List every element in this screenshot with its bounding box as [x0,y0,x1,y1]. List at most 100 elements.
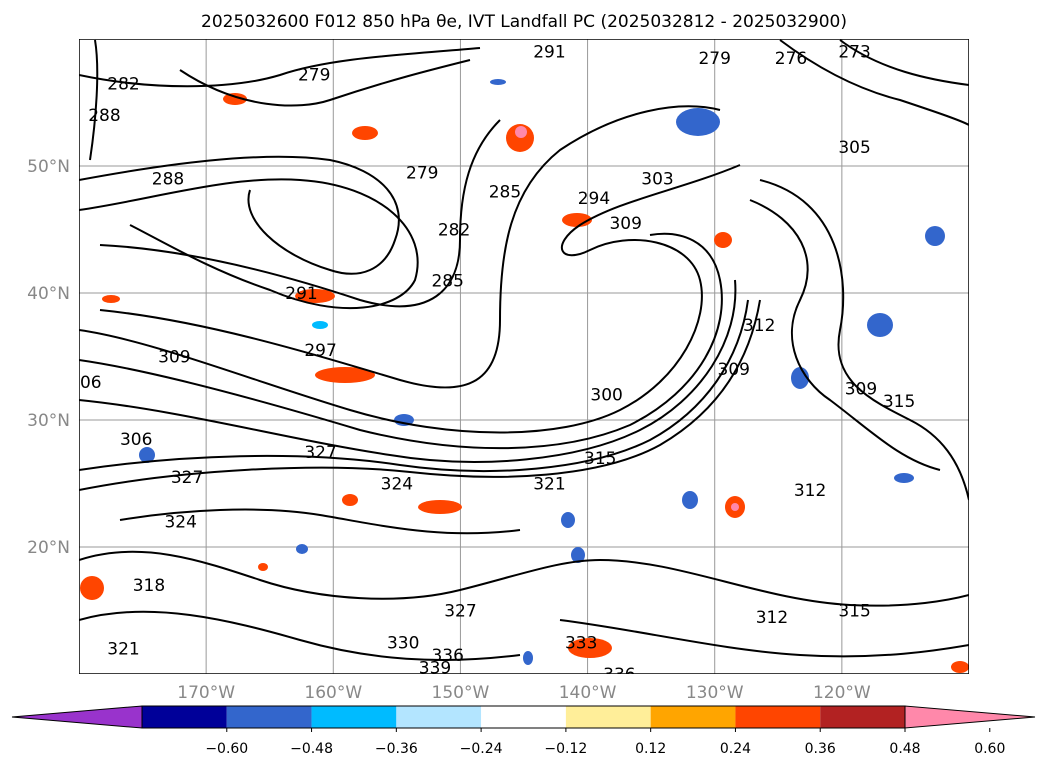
contour-label: 303 [641,170,673,190]
colorbar-frame [141,705,906,729]
contour-label: 327 [304,443,336,463]
lat-tick-label: 40°N [27,284,70,304]
ivt-positive-blob [714,232,732,248]
lon-tick-label: 120°W [813,683,871,703]
ivt-negative-blob [867,313,893,337]
contour-line [559,619,969,658]
contour-label: 285 [489,182,521,202]
contour-label: 306 [69,373,101,393]
ivt-positive-blob [506,124,534,152]
contour-label: 327 [444,602,476,622]
contour-line [79,232,723,450]
colorbar-swatch [142,706,227,728]
ivt-negative-blob [894,473,914,483]
colorbar-tick-label: −0.48 [290,741,333,757]
contour-label: 282 [438,221,470,241]
colorbar-swatch [735,706,821,728]
contour-label: 291 [285,284,317,304]
ivt-positive-blob [342,494,358,506]
ivt-positive-blob [315,367,375,383]
lon-tick-label: 160°W [304,683,362,703]
lat-tick-label: 30°N [27,411,70,431]
map-panel: 282 288 279 291 279 276 273 288 279 285 294 303 309 2… [69,39,969,685]
contour-line [119,508,521,535]
contour-label: 321 [533,475,565,495]
ivt-positive-blob [951,661,969,673]
ivt-positive-blob [102,295,120,303]
contour-line [79,155,400,275]
ivt-positive-blob [418,500,462,514]
ivt-positive-blob [568,638,612,658]
colorbar-tick-label: 0.48 [889,741,920,757]
ivt-positive-blob [562,213,592,227]
contour-label: 309 [718,360,750,380]
contour-label: 288 [88,106,120,126]
contour-line [599,559,969,607]
contour-label: 336 [603,665,635,685]
contour-label: 315 [584,449,616,469]
lon-tick-label: 140°W [559,683,617,703]
contour-label: 306 [120,430,152,450]
contour-label: 309 [609,214,641,234]
theta-e-contours [79,39,969,661]
contour-label: 321 [107,640,139,660]
contour-label: 288 [152,170,184,190]
ivt-negative-blob [676,108,720,136]
contour-label: 324 [164,513,196,533]
contour-label: 297 [304,341,336,361]
contour-label: 285 [431,271,463,291]
ivt-negative-blob [139,447,155,463]
colorbar-tick-label: −0.12 [544,741,587,757]
ivt-negative-blob [561,512,575,528]
colorbar-tick-label: −0.60 [205,741,248,757]
colorbar-swatch [311,706,397,728]
contour-label: 300 [590,386,622,406]
contour-line [99,105,721,389]
contour-label: 339 [419,659,451,679]
contour-label: 333 [565,633,597,653]
colorbar-swatch [396,706,482,728]
lat-tick-label: 50°N [27,157,70,177]
contour-line [99,119,501,308]
ivt-negative-blob [571,547,585,563]
contour-label: 315 [883,392,915,412]
colorbar-swatch [481,706,566,728]
ivt-negative-blob [791,367,809,389]
axis-ticks: 170°W 160°W 150°W 140°W 130°W 120°W 50°N 40°N 30… [27,157,871,703]
lon-tick-label: 130°W [686,683,744,703]
contour-label-layer: 282 288 279 291 279 276 273 288 279 285 294 303 309 2… [69,43,915,685]
contour-label: 279 [698,49,730,69]
colorbar-tick-label: −0.36 [375,741,418,757]
contour-label: 282 [107,74,139,94]
lon-tick-label: 150°W [432,683,490,703]
contour-line [79,279,737,463]
ivt-negative-blob [925,226,945,246]
chart-title: 2025032600 F012 850 hPa θe, IVT Landfall… [201,12,847,32]
contour-line [839,39,969,86]
contour-label: 336 [431,646,463,666]
ivt-negative-blob [296,544,308,554]
contour-label: 330 [387,633,419,653]
contour-label: 279 [406,163,438,183]
contour-line [79,299,761,491]
ivt-positive-blob [352,126,378,140]
colorbar-swatch [226,706,312,728]
ivt-negative-blob [682,491,698,509]
colorbar-swatch [650,706,736,728]
contour-line [79,550,601,600]
contour-line [749,199,941,471]
ivt-negative-blob [490,79,506,85]
ivt-negative-blob [312,321,328,329]
contour-label: 315 [838,602,870,622]
ivt-positive-blob [258,563,268,571]
contour-label: 309 [845,379,877,399]
contour-label: 276 [775,49,807,69]
contour-label: 279 [298,66,330,86]
contour-label: 294 [578,189,610,209]
colorbar-tick-label: 0.24 [720,741,751,757]
colorbar-tick-label: 0.36 [805,741,836,757]
contour-line [779,39,969,126]
lat-tick-label: 20°N [27,538,70,558]
contour-label: 312 [743,316,775,336]
contour-label: 312 [794,481,826,501]
